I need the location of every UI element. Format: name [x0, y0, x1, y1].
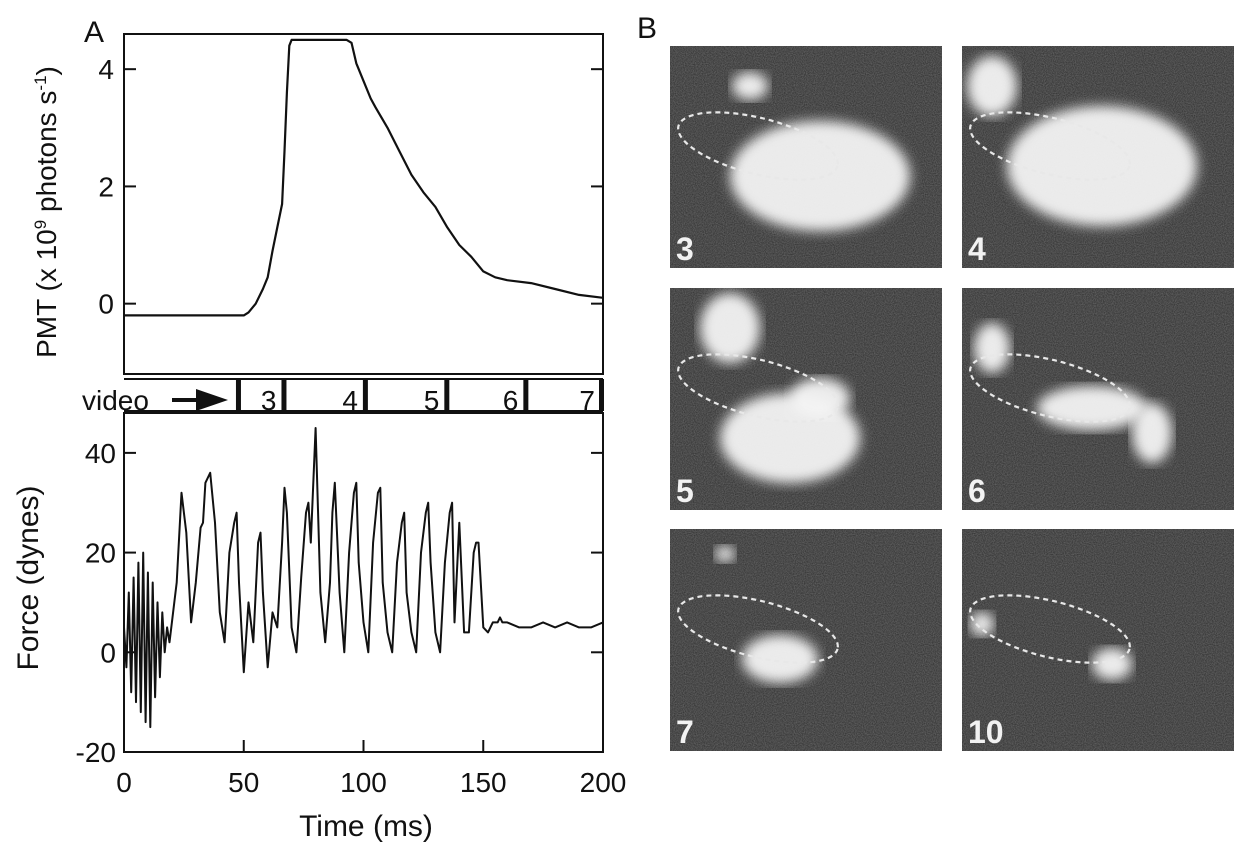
still-frame-number: 3: [676, 231, 694, 267]
video-still: 10: [962, 529, 1234, 751]
still-frame-number: 4: [968, 231, 986, 267]
force-y-axis-label: Force (dynes): [12, 485, 45, 670]
force-xtick-label: 0: [116, 767, 132, 798]
force-series-line: [123, 427, 604, 729]
force-xtick-label: 100: [340, 767, 387, 798]
organ-outline-dashed: [969, 111, 1131, 181]
still-frame-number: 5: [676, 473, 694, 509]
organ-outline-dashed: [969, 594, 1131, 664]
pmt-y-axis-label: PMT (x 109 photons s-1): [31, 66, 62, 358]
video-frame-label: 7: [579, 385, 595, 416]
force-ytick-label: 0: [100, 637, 116, 668]
fluorescence-blob: [790, 378, 850, 418]
video-still: 6: [962, 288, 1234, 510]
fluorescence-blob: [730, 121, 910, 231]
pmt-ytick-label: 4: [98, 54, 114, 85]
fluorescence-blob: [1132, 403, 1172, 463]
force-xtick-label: 50: [228, 767, 259, 798]
video-frame-divider: [281, 379, 287, 411]
video-frame-divider: [235, 379, 241, 411]
fluorescence-blob: [700, 293, 760, 363]
video-frame-divider: [523, 379, 529, 411]
force-ytick-label: 40: [85, 438, 116, 469]
still-noise: [962, 529, 1234, 751]
video-frame-label: 4: [342, 385, 358, 416]
still-noise: [670, 529, 942, 751]
panel-label-b: B: [637, 12, 657, 45]
video-frames: 3 4 5 6 7: [235, 379, 604, 416]
still-frame-number: 6: [968, 473, 986, 509]
pmt-ytick-label: 2: [98, 171, 114, 202]
force-ytick-label: 20: [85, 538, 116, 569]
pmt-plot-frame: [123, 33, 604, 375]
force-ytick-label: -20: [76, 737, 116, 768]
arrow-right-icon: [196, 389, 228, 411]
video-stills-grid: 3 4 5 6 7 10: [670, 46, 1234, 751]
organ-outline-dashed: [677, 111, 839, 181]
video-still: 5: [670, 288, 942, 510]
force-xtick-label: 150: [460, 767, 507, 798]
force-x-axis-label: Time (ms): [299, 810, 433, 843]
still-frame-number: 10: [968, 714, 1004, 750]
still-frame-number: 7: [676, 714, 694, 750]
video-frame-divider: [444, 379, 450, 411]
fluorescence-blob: [974, 323, 1010, 373]
video-frame-label: 3: [261, 385, 277, 416]
pmt-y-ticks: 0 2 4: [98, 54, 603, 320]
video-frame-divider: [362, 379, 368, 411]
pmt-series-line: [124, 38, 604, 317]
organ-outline-dashed: [677, 594, 839, 664]
fluorescence-blob: [715, 546, 735, 562]
organ-outline-dashed: [677, 353, 839, 423]
fluorescence-blob: [1092, 648, 1132, 680]
video-still: 7: [670, 529, 942, 751]
pmt-chart: 0 2 4 PMT (x 109 photons s-1): [31, 33, 604, 375]
organ-outline-dashed: [969, 353, 1131, 423]
panel-label-a: A: [84, 16, 104, 49]
fluorescence-blob: [1007, 106, 1197, 226]
video-still: 3: [670, 46, 942, 268]
fluorescence-blob: [742, 635, 818, 683]
pmt-ytick-label: 0: [98, 289, 114, 320]
fluorescence-blob: [1037, 386, 1147, 430]
video-frame-label: 5: [424, 385, 440, 416]
fluorescence-blob: [967, 56, 1017, 116]
video-still: 4: [962, 46, 1234, 268]
force-xtick-label: 200: [580, 767, 627, 798]
fluorescence-blob: [732, 72, 768, 100]
fluorescence-blob: [970, 612, 994, 636]
video-frame-label: 6: [503, 385, 519, 416]
video-frame-divider: [599, 379, 604, 411]
